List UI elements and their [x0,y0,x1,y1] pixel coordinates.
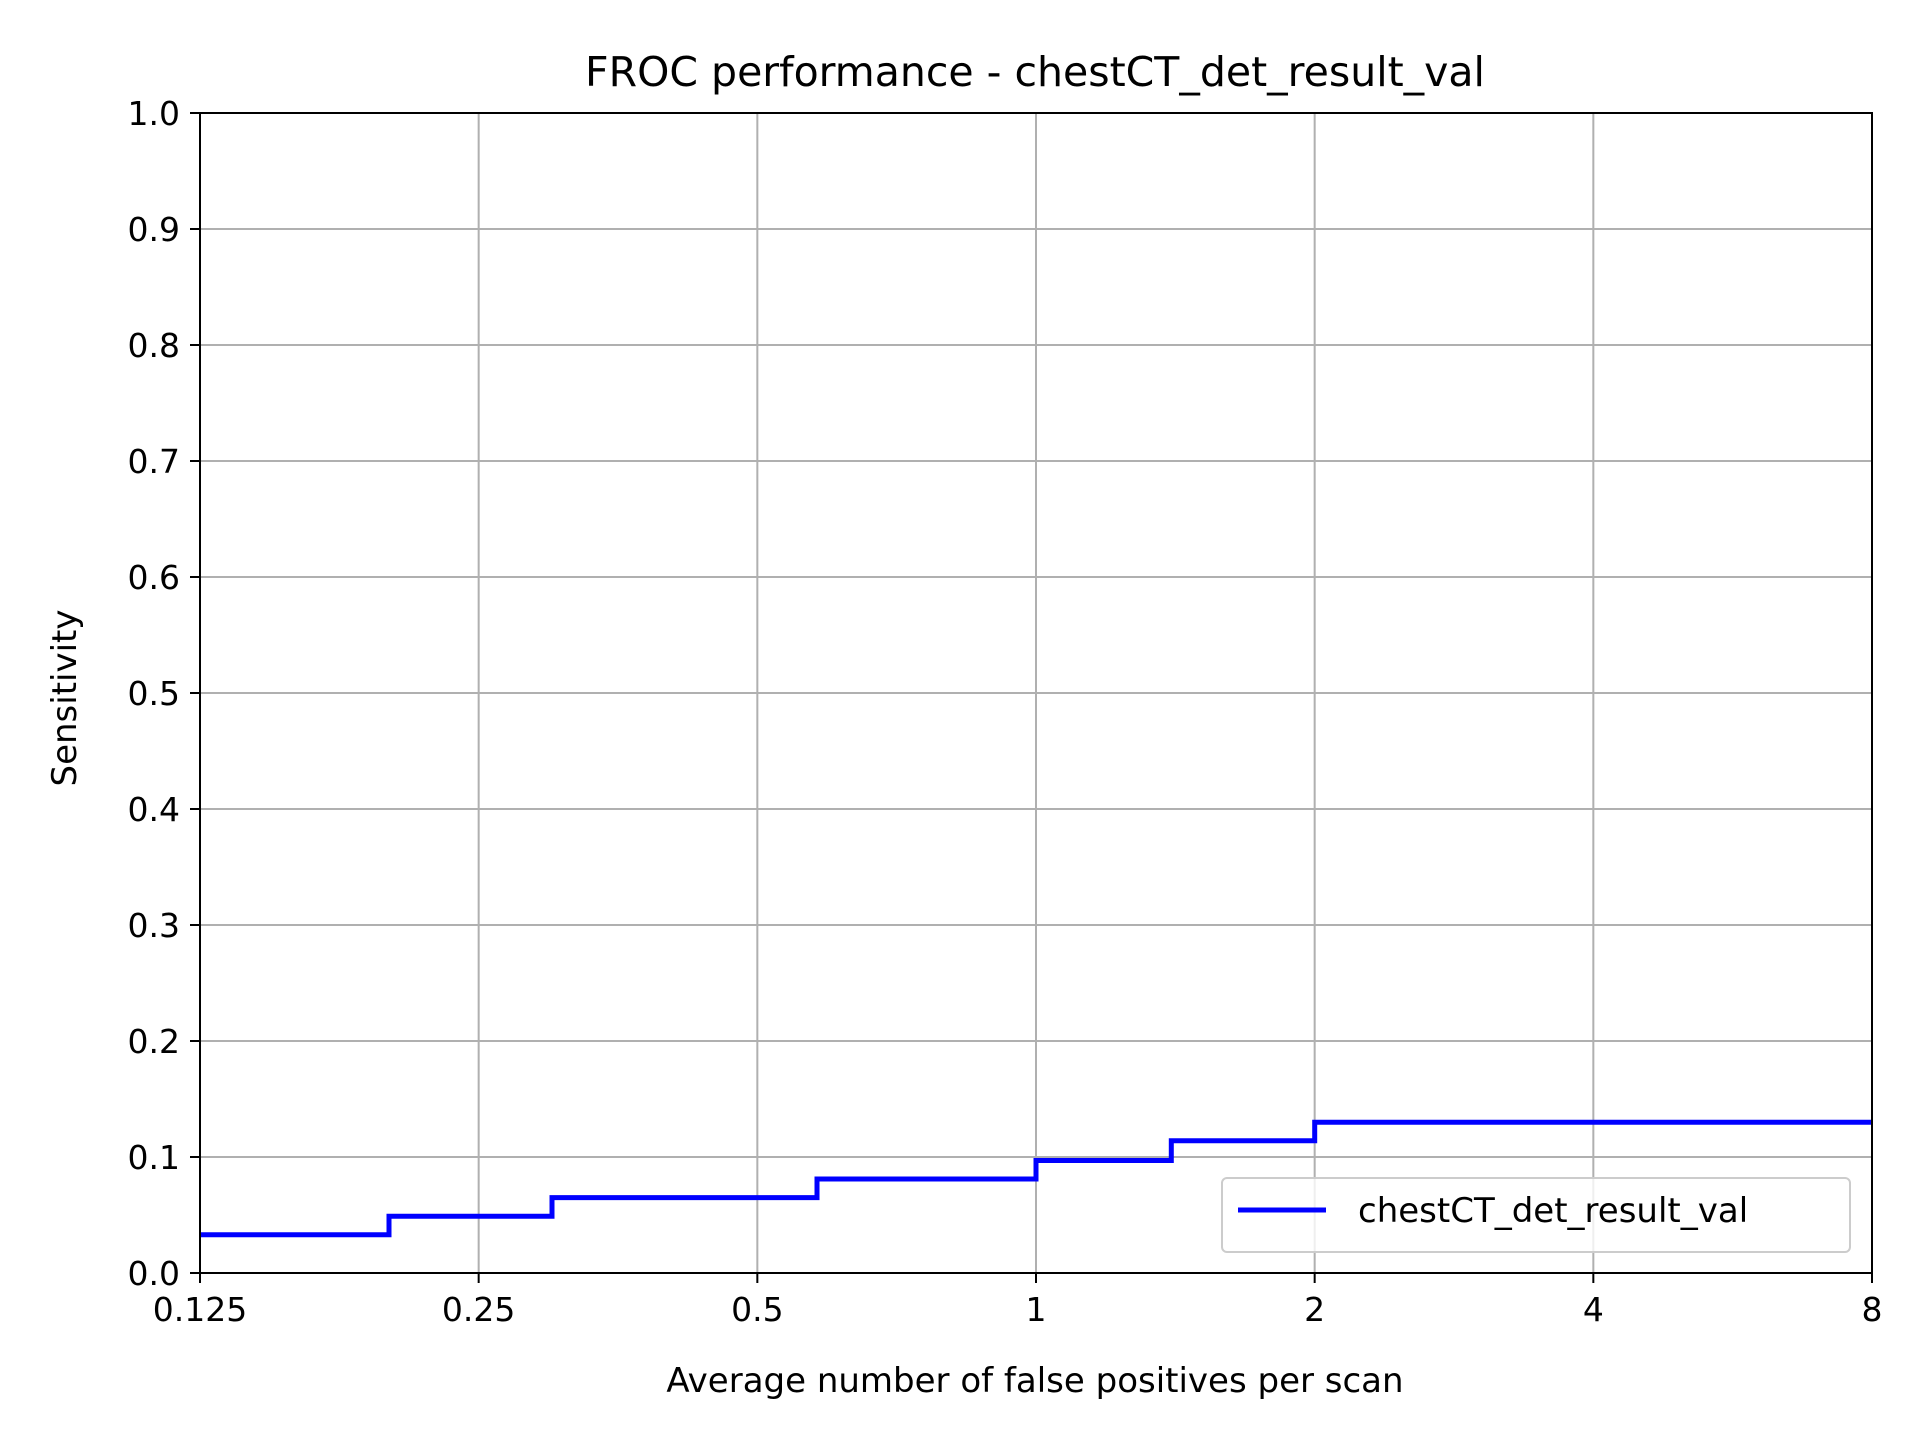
y-tick-label: 0.1 [128,1138,180,1177]
x-axis-label: Average number of false positives per sc… [666,1361,1403,1401]
y-tick-label: 0.9 [128,210,180,249]
legend-box [1221,1177,1851,1253]
series-layer [200,1119,1872,1238]
y-tick-label: 0.7 [128,442,180,481]
legend-label: chestCT_det_result_val [1358,1191,1748,1231]
x-tick-label: 8 [1862,1290,1883,1329]
x-tick-label: 0.25 [442,1290,515,1329]
y-tick-label: 0.2 [128,1022,180,1061]
chart-title: FROC performance - chestCT_det_result_va… [585,48,1485,96]
series-line [200,1119,1872,1238]
y-tick-label: 1.0 [128,94,180,133]
x-tick-label: 1 [1026,1290,1047,1329]
y-tick-label: 0.4 [128,790,180,829]
x-tick-label: 0.5 [731,1290,783,1329]
x-tick-label: 0.125 [153,1290,247,1329]
y-tick-label: 0.6 [128,558,180,597]
y-tick-label: 0.3 [128,906,180,945]
axis-ticks: 0.125 0.25 0.5 1 2 4 8 0.0 0.1 0.2 0.3 0.4 0.5 0.6 0.7… [128,94,1883,1329]
y-tick-label: 0.0 [128,1254,180,1293]
y-tick-label: 0.8 [128,326,180,365]
x-tick-label: 2 [1304,1290,1325,1329]
y-tick-label: 0.5 [128,674,180,713]
x-tick-label: 4 [1583,1290,1604,1329]
legend: chestCT_det_result_val [1221,1177,1851,1253]
y-axis-label: Sensitivity [45,609,85,786]
